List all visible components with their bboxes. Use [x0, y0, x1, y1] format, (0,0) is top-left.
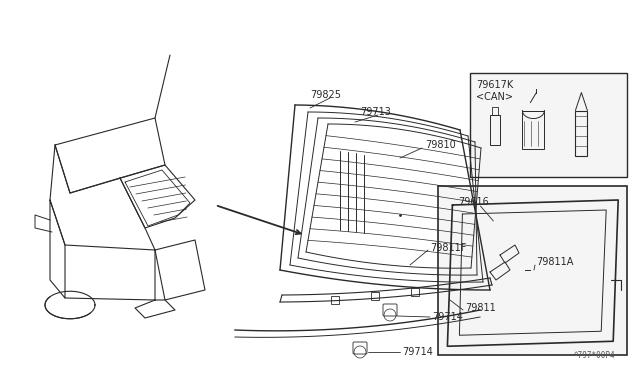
Bar — [470, 73, 627, 177]
Text: 79811: 79811 — [465, 303, 496, 313]
Text: 79714: 79714 — [432, 312, 463, 322]
Bar — [575, 110, 588, 155]
Text: 79811A: 79811A — [536, 257, 573, 267]
Bar — [490, 115, 500, 145]
Text: <CAN>: <CAN> — [476, 92, 513, 102]
Text: 79811F: 79811F — [430, 243, 467, 253]
Text: 79616: 79616 — [458, 197, 489, 207]
Bar — [451, 284, 459, 292]
Text: 79713: 79713 — [360, 107, 391, 117]
Bar — [522, 110, 545, 148]
Text: ^797*00P4: ^797*00P4 — [573, 351, 615, 360]
Bar — [492, 106, 499, 115]
Bar — [331, 296, 339, 304]
Text: 79617K: 79617K — [476, 80, 514, 90]
Text: 79810: 79810 — [425, 140, 456, 150]
Bar — [411, 288, 419, 296]
Bar — [438, 186, 627, 355]
Text: 79714: 79714 — [402, 347, 433, 357]
Text: 79825: 79825 — [310, 90, 341, 100]
Bar — [371, 292, 379, 300]
